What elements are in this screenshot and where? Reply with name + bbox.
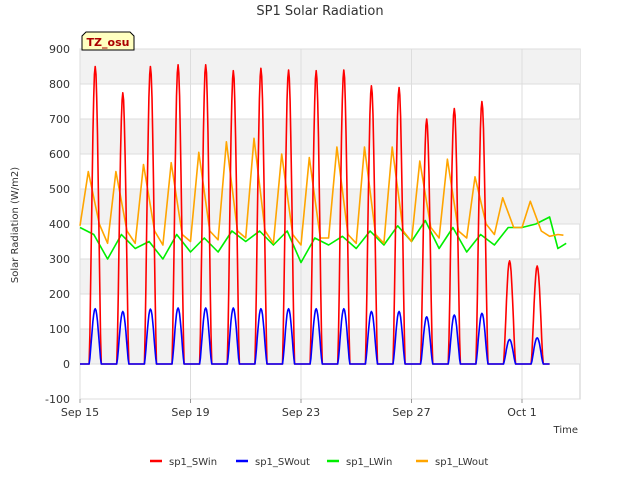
series-line-sp1_LWin xyxy=(79,216,567,264)
series-layer xyxy=(79,64,567,365)
grid-lines xyxy=(79,48,580,400)
y-tick-label: 500 xyxy=(49,183,70,196)
legend-label-sp1_LWin: sp1_LWin xyxy=(346,457,392,468)
legend: sp1_SWin sp1_SWout sp1_LWin sp1_LWout xyxy=(150,457,488,468)
y-axis-ticks: -100 0 100 200 300 400 500 600 700 800 900 xyxy=(45,43,70,406)
x-axis-label: Time xyxy=(553,425,578,436)
y-tick-label: -100 xyxy=(45,393,70,406)
y-axis-label: Solar Radiation (W/m2) xyxy=(10,167,21,283)
x-tick-label: Oct 1 xyxy=(507,406,537,419)
x-tick-label: Sep 23 xyxy=(282,406,320,419)
y-tick-label: 600 xyxy=(49,148,70,161)
grid-band xyxy=(80,259,580,294)
series-line-sp1_SWout xyxy=(80,307,550,365)
y-tick-label: 700 xyxy=(49,113,70,126)
y-tick-label: 100 xyxy=(49,323,70,336)
y-tick-label: 0 xyxy=(63,358,70,371)
x-tick-label: Sep 15 xyxy=(61,406,99,419)
grid-bands xyxy=(80,49,580,364)
legend-label-sp1_SWin: sp1_SWin xyxy=(169,457,217,468)
x-axis-ticks: Sep 15 Sep 19 Sep 23 Sep 27 Oct 1 xyxy=(61,399,537,419)
legend-label-sp1_SWout: sp1_SWout xyxy=(255,457,310,468)
grid-band xyxy=(80,49,580,84)
grid-band xyxy=(80,329,580,364)
timezone-badge: TZ_osu xyxy=(81,31,135,51)
y-tick-label: 200 xyxy=(49,288,70,301)
grid-band xyxy=(80,119,580,154)
x-tick-label: Sep 27 xyxy=(392,406,430,419)
legend-label-sp1_LWout: sp1_LWout xyxy=(435,457,488,468)
x-tick-label: Sep 19 xyxy=(171,406,209,419)
y-tick-label: 900 xyxy=(49,43,70,56)
chart-title: SP1 Solar Radiation xyxy=(256,4,383,19)
timezone-label: TZ_osu xyxy=(87,36,130,49)
series-line-sp1_LWout xyxy=(79,137,564,246)
series-line-sp1_SWin xyxy=(80,64,550,365)
y-tick-label: 300 xyxy=(49,253,70,266)
y-tick-label: 800 xyxy=(49,78,70,91)
y-tick-label: 400 xyxy=(49,218,70,231)
